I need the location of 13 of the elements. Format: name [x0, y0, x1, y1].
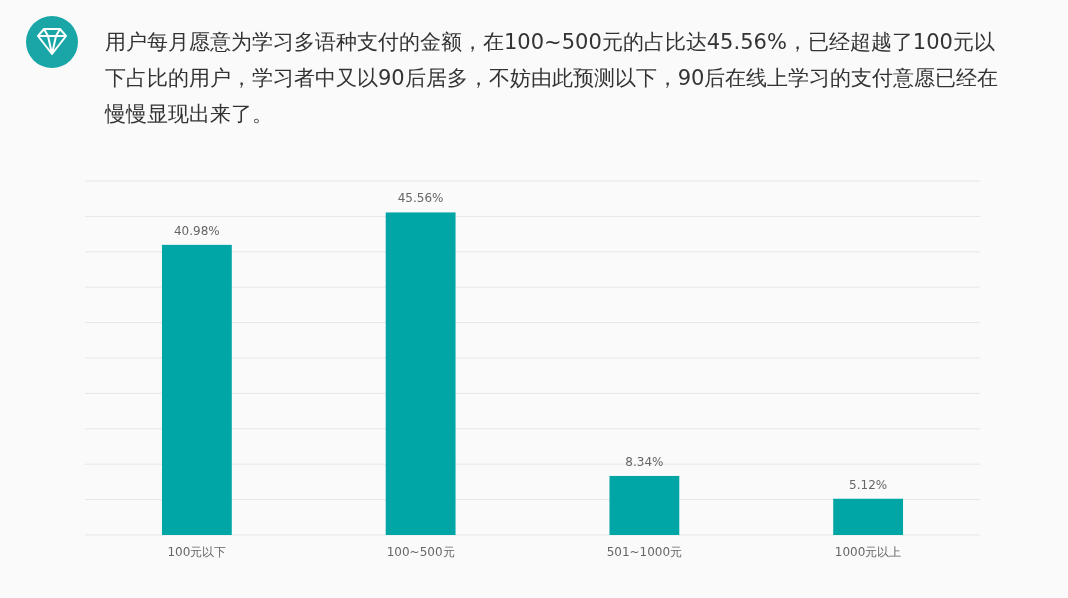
data-label: 8.34%	[625, 454, 664, 469]
x-tick-label: 100~500元	[386, 545, 455, 559]
bar	[385, 212, 456, 535]
x-tick-label: 1000元以上	[834, 545, 902, 559]
data-label: 45.56%	[397, 191, 444, 206]
bar	[833, 498, 904, 535]
chart-title: 用户每月愿意为学习多语种支付的金额，在100~500元的占比达45.56%，已经超越了100元以下占比的用户，学习者中又以90后居多，不妨由此预测以下，90后在线上学习的支付意愿已经在慢慢显现出来了。	[105, 29, 1000, 128]
x-tick-label: 100元以下	[167, 545, 227, 559]
data-label: 5.12%	[849, 477, 888, 492]
x-tick-label: 501~1000元	[606, 545, 683, 559]
bar	[609, 475, 680, 535]
bar	[161, 244, 232, 535]
data-label: 40.98%	[173, 223, 220, 238]
